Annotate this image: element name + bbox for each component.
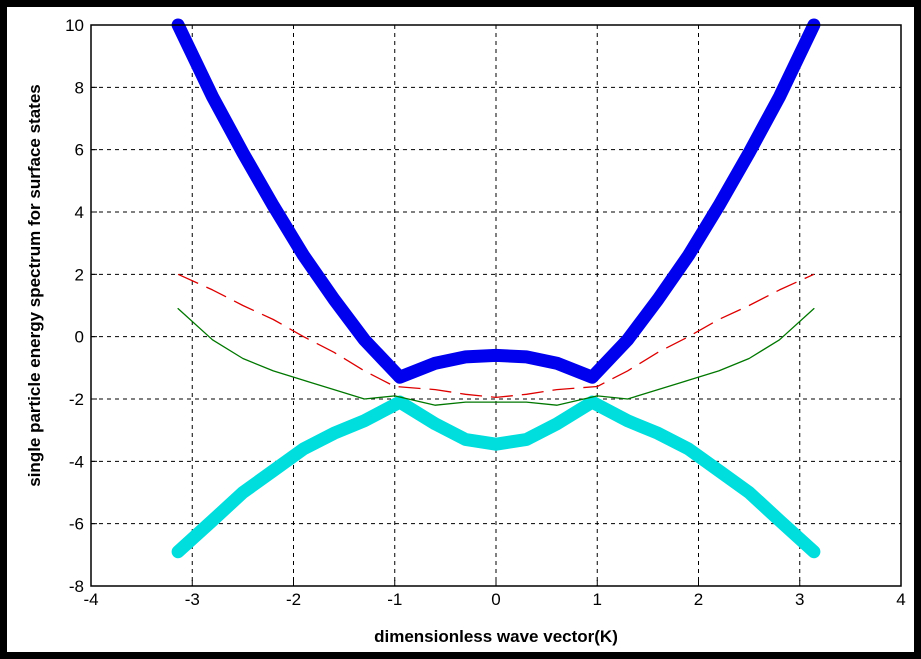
x-tick-label: -1 (387, 590, 402, 609)
x-tick-label: 0 (491, 590, 500, 609)
x-tick-label: -3 (185, 590, 200, 609)
y-tick-label: -6 (69, 515, 84, 534)
x-tick-label: 1 (593, 590, 602, 609)
y-tick-label: -4 (69, 452, 84, 471)
y-tick-label: 2 (75, 265, 84, 284)
y-axis-label: single particle energy spectrum for surf… (25, 84, 44, 487)
series-line-3 (177, 273, 815, 399)
x-tick-label: -4 (83, 590, 98, 609)
y-tick-label: -2 (69, 390, 84, 409)
y-tick-label: 10 (65, 16, 84, 35)
y-tick-label: 4 (75, 203, 84, 222)
series-line-4 (177, 307, 815, 406)
y-tick-label: 0 (75, 328, 84, 347)
y-tick-label: 6 (75, 141, 84, 160)
grid (91, 25, 901, 586)
x-axis-label: dimensionless wave vector(K) (374, 627, 618, 646)
y-tick-label: -8 (69, 577, 84, 596)
ticks: -4 -3 -2 -1 0 1 2 3 4 -8 -6 -4 -2 0 2 4 6 8 10 (65, 16, 906, 609)
x-tick-label: -2 (286, 590, 301, 609)
x-tick-label: 3 (795, 590, 804, 609)
series-line-2 (171, 395, 821, 559)
y-tick-label: 8 (75, 78, 84, 97)
x-tick-label: 4 (896, 590, 905, 609)
series-line-1 (171, 18, 821, 384)
x-tick-label: 2 (694, 590, 703, 609)
series-group (171, 18, 821, 559)
